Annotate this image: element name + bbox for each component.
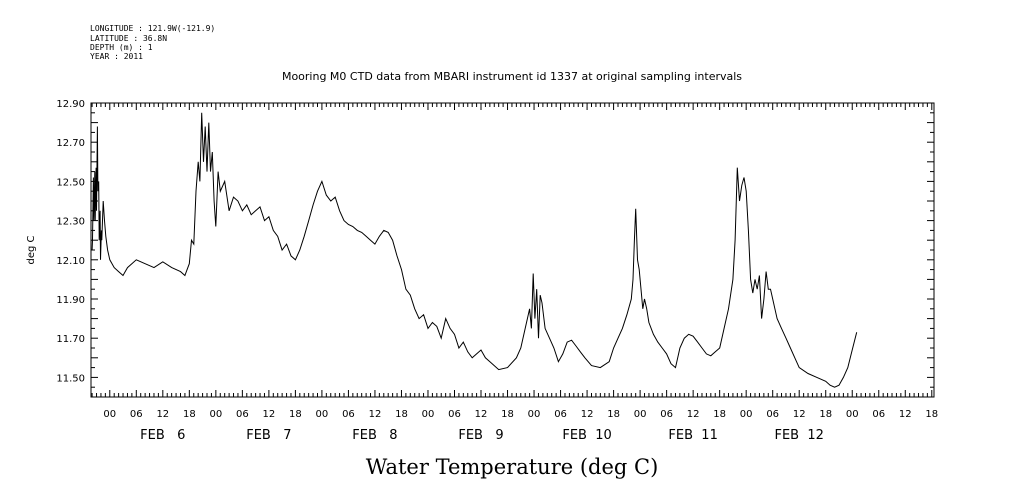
x-axis-label: Water Temperature (deg C) (366, 455, 659, 479)
x-tick-label: 18 (713, 409, 726, 420)
day-label: FEB 6 (140, 428, 185, 443)
x-tick-label: 18 (395, 409, 408, 420)
x-tick-label: 00 (846, 409, 859, 420)
y-axis: 12.90 12.70 12.50 12.30 12.10 11.90 11.70 11.50 (56, 99, 934, 398)
y-tick-label: 12.70 (56, 138, 85, 149)
x-tick-label: 12 (581, 409, 594, 420)
x-tick-label: 12 (793, 409, 806, 420)
x-tick-label: 00 (316, 409, 329, 420)
x-tick-label: 06 (342, 409, 355, 420)
x-tick-label: 06 (660, 409, 673, 420)
water-temperature-line (91, 112, 858, 388)
x-tick-label: 00 (528, 409, 541, 420)
x-tick-label: 12 (899, 409, 912, 420)
x-tick-label: 18 (289, 409, 302, 420)
x-axis: 00 06 12 18 00 06 12 18 00 06 12 18 00 06 12 18 00 06 12 18… (91, 103, 938, 420)
x-tick-label: 12 (475, 409, 488, 420)
x-tick-label: 18 (819, 409, 832, 420)
x-tick-label: 18 (183, 409, 196, 420)
y-axis-label: deg C (26, 235, 37, 264)
x-tick-label: 00 (103, 409, 116, 420)
y-tick-label: 12.50 (56, 177, 85, 188)
x-tick-label: 06 (766, 409, 779, 420)
plot-frame (90, 102, 935, 398)
year-text: YEAR : 2011 (90, 52, 143, 61)
day-label: FEB 11 (668, 428, 717, 443)
x-tick-label: 06 (872, 409, 885, 420)
x-tick-label: 12 (369, 409, 382, 420)
metadata-block: LONGITUDE : 121.9W(-121.9) LATITUDE : 36… (90, 24, 215, 61)
day-label: FEB 10 (562, 428, 611, 443)
x-tick-label: 18 (501, 409, 514, 420)
x-tick-label: 18 (925, 409, 938, 420)
x-tick-label: 06 (554, 409, 567, 420)
day-labels: FEB 6 FEB 7 FEB 8 FEB 9 FEB 10 FEB 11 FEB 12 (140, 428, 824, 443)
x-tick-label: 06 (236, 409, 249, 420)
x-tick-label: 00 (422, 409, 435, 420)
x-tick-label: 00 (634, 409, 647, 420)
x-tick-label: 18 (607, 409, 620, 420)
day-label: FEB 8 (352, 428, 397, 443)
y-tick-label: 11.50 (56, 373, 85, 384)
day-label: FEB 12 (774, 428, 823, 443)
x-tick-label: 06 (448, 409, 461, 420)
depth-text: DEPTH (m) : 1 (90, 43, 153, 52)
x-tick-label: 12 (263, 409, 276, 420)
longitude-text: LONGITUDE : 121.9W(-121.9) (90, 24, 215, 33)
x-tick-label: 12 (687, 409, 700, 420)
x-tick-label: 06 (130, 409, 143, 420)
y-tick-label: 12.10 (56, 256, 85, 267)
y-tick-label: 12.30 (56, 217, 85, 228)
latitude-text: LATITUDE : 36.8N (90, 34, 167, 43)
y-tick-label: 11.70 (56, 334, 85, 345)
day-label: FEB 9 (458, 428, 503, 443)
x-tick-label: 12 (156, 409, 169, 420)
x-tick-label: 00 (740, 409, 753, 420)
y-tick-label: 12.90 (56, 99, 85, 110)
day-label: FEB 7 (246, 428, 291, 443)
chart-title: Mooring M0 CTD data from MBARI instrumen… (282, 70, 742, 83)
x-tick-label: 00 (209, 409, 222, 420)
y-tick-label: 11.90 (56, 295, 85, 306)
